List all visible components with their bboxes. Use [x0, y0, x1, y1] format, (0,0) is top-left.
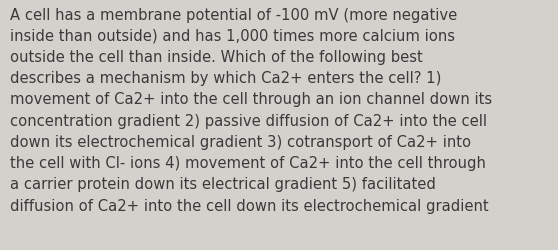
Text: A cell has a membrane potential of -100 mV (more negative
inside than outside) a: A cell has a membrane potential of -100 …	[10, 8, 492, 213]
